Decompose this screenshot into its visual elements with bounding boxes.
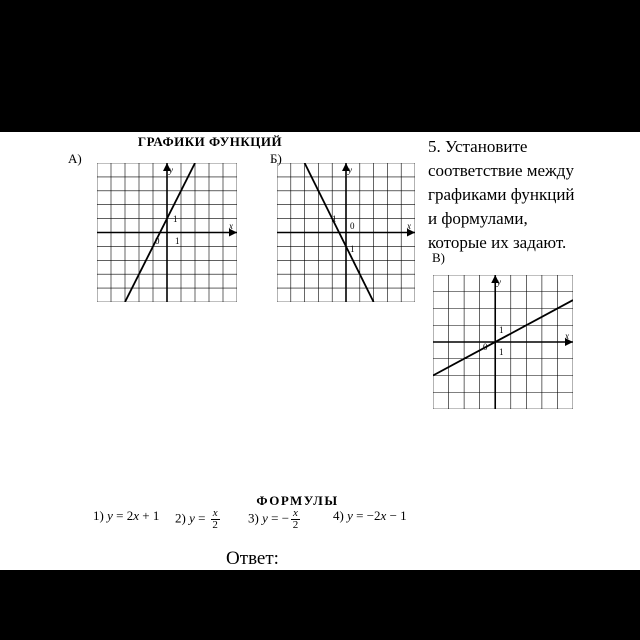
- svg-text:1: 1: [499, 347, 504, 357]
- svg-text:y: y: [496, 277, 501, 287]
- svg-text:1: 1: [173, 214, 178, 224]
- svg-text:1: 1: [332, 214, 337, 224]
- svg-text:x: x: [228, 221, 233, 231]
- svg-text:x: x: [564, 331, 569, 341]
- svg-text:0: 0: [155, 236, 160, 246]
- svg-text:0: 0: [350, 221, 355, 231]
- svg-text:y: y: [168, 165, 173, 175]
- svg-text:x: x: [406, 221, 411, 231]
- svg-text:0: 0: [483, 342, 488, 352]
- svg-text:1: 1: [499, 325, 504, 335]
- svg-text:1: 1: [350, 244, 355, 254]
- svg-text:1: 1: [175, 236, 180, 246]
- svg-text:y: y: [347, 165, 352, 175]
